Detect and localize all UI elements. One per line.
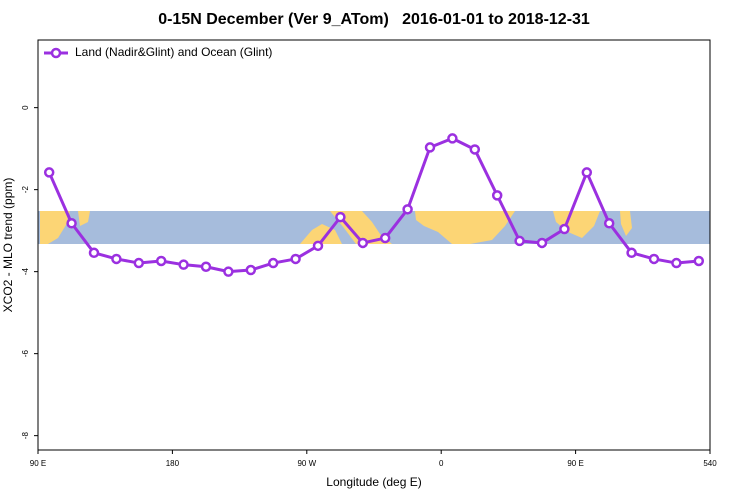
data-point [491, 190, 503, 201]
data-point [155, 255, 167, 267]
x-tick-label: 90 E [30, 459, 46, 468]
series-line [47, 136, 699, 274]
data-point [626, 247, 637, 259]
data-point [581, 167, 593, 178]
data-point [43, 167, 55, 178]
data-point [648, 253, 660, 265]
y-tick-label: -2 [21, 186, 30, 194]
data-point [559, 223, 570, 235]
data-point [536, 237, 548, 249]
data-point [424, 142, 436, 153]
data-point [335, 211, 346, 223]
chart-title: 0-15N December (Ver 9_ATom) 2016-01-01 t… [158, 11, 590, 28]
data-point [469, 144, 481, 155]
data-point [178, 259, 189, 270]
data-point [223, 266, 234, 277]
map-strip [38, 211, 710, 244]
data-point [379, 232, 391, 244]
legend-marker [50, 47, 62, 59]
y-axis-label: XCO2 - MLO trend (ppm) [1, 178, 15, 313]
y-tick-label: 0 [21, 105, 30, 110]
x-tick-label: 90 W [297, 459, 316, 468]
data-point [693, 255, 705, 267]
x-tick-label: 540 [703, 459, 717, 468]
data-point [88, 247, 100, 259]
data-point [290, 253, 301, 265]
data-point [671, 257, 682, 269]
x-tick-label: 90 E [567, 459, 583, 468]
x-axis-label: Longitude (deg E) [326, 475, 421, 489]
data-point [312, 240, 324, 252]
data-point [111, 253, 122, 265]
data-point [200, 261, 212, 272]
data-point [133, 257, 145, 269]
plot-frame [37, 39, 711, 451]
data-point [447, 133, 458, 144]
y-tick-label: -6 [21, 350, 30, 358]
x-tick-label: 180 [166, 459, 180, 468]
data-point [66, 218, 77, 229]
x-tick-label: 0 [439, 459, 444, 468]
y-tick-label: -8 [21, 432, 30, 440]
legend-label: Land (Nadir&Glint) and Ocean (Glint) [75, 45, 272, 59]
data-point [245, 264, 257, 276]
data-point [603, 218, 615, 229]
y-tick-label: -4 [21, 268, 30, 276]
data-point [402, 204, 413, 215]
data-point [357, 237, 369, 249]
data-point [267, 257, 279, 269]
legend: Land (Nadir&Glint) and Ocean (Glint) [44, 45, 272, 59]
data-point [514, 235, 525, 247]
